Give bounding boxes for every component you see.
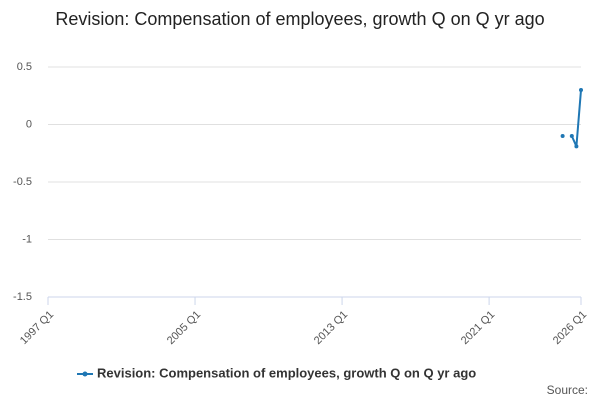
y-tick-label: -1.5	[13, 291, 32, 303]
series-line	[570, 89, 582, 147]
y-tick-label: -1	[22, 233, 32, 245]
chart-title: Revision: Compensation of employees, gro…	[55, 9, 545, 29]
source: Source:	[547, 383, 588, 397]
point	[574, 144, 579, 149]
x-tick-label: 2026 Q1	[551, 309, 589, 347]
x-tick-label: 2005 Q1	[165, 309, 203, 347]
y-tick-label: 0	[26, 118, 32, 130]
point	[560, 134, 565, 138]
x-tick-label: 2013 Q1	[312, 309, 350, 347]
legend-label: Revision: Compensation of employees, gro…	[97, 365, 476, 380]
x-tick-label: 1997 Q1	[18, 309, 56, 347]
y-tick-label: -0.5	[13, 176, 32, 188]
point	[569, 134, 574, 138]
y-tick-label: 0.5	[17, 61, 32, 73]
x-tick-label: 2021 Q1	[459, 309, 497, 347]
legend-marker	[82, 371, 88, 377]
point	[579, 88, 583, 92]
